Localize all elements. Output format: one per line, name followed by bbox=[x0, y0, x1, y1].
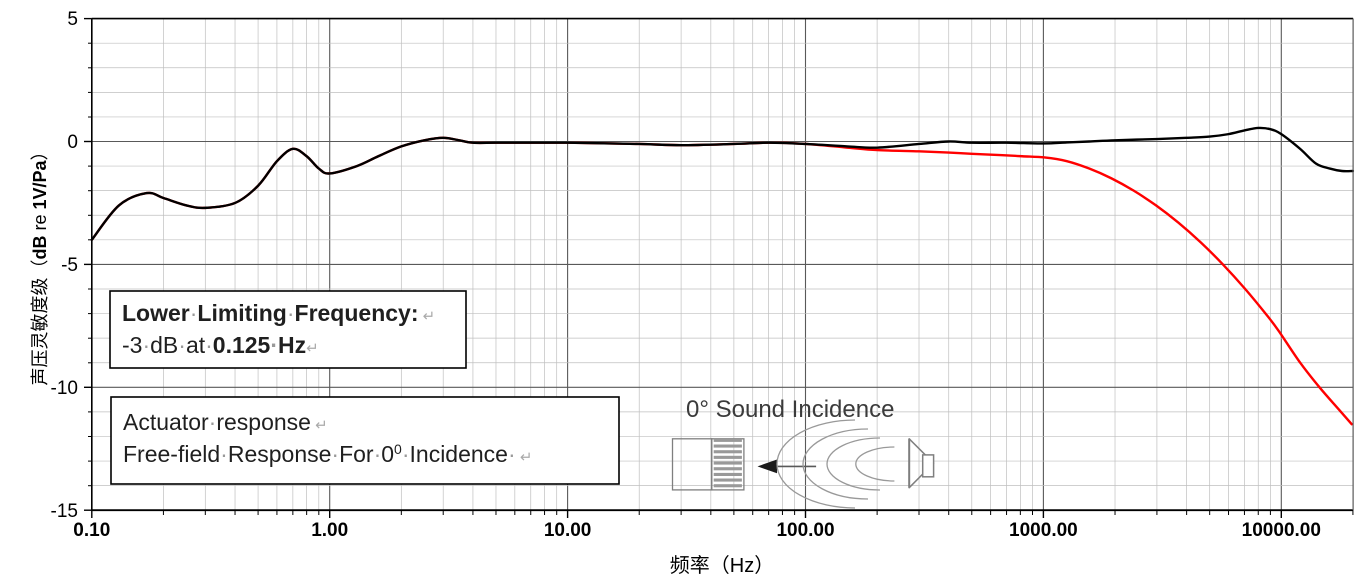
svg-text:频率（Hz）: 频率（Hz） bbox=[670, 554, 774, 577]
svg-text:0: 0 bbox=[67, 132, 78, 153]
svg-text:10.00: 10.00 bbox=[544, 520, 592, 541]
svg-text:100.00: 100.00 bbox=[776, 520, 834, 541]
svg-text:Free-field·Response·For·00·Inc: Free-field·Response·For·00·Incidence· ↵ bbox=[123, 441, 532, 467]
svg-text:Actuator·response ↵: Actuator·response ↵ bbox=[123, 409, 328, 435]
svg-text:-5: -5 bbox=[61, 255, 78, 276]
svg-text:5: 5 bbox=[67, 9, 78, 30]
svg-text:1.00: 1.00 bbox=[311, 520, 348, 541]
svg-text:0.10: 0.10 bbox=[73, 520, 110, 541]
svg-text:-10: -10 bbox=[51, 378, 78, 399]
svg-text:Lower·Limiting·Frequency: ↵: Lower·Limiting·Frequency: ↵ bbox=[122, 300, 435, 326]
svg-text:-3·dB·at·0.125·Hz↵: -3·dB·at·0.125·Hz↵ bbox=[122, 332, 319, 358]
svg-text:1000.00: 1000.00 bbox=[1009, 520, 1078, 541]
svg-text:10000.00: 10000.00 bbox=[1242, 520, 1321, 541]
svg-text:-15: -15 bbox=[51, 501, 78, 522]
svg-text:0° Sound Incidence: 0° Sound Incidence bbox=[686, 396, 894, 423]
